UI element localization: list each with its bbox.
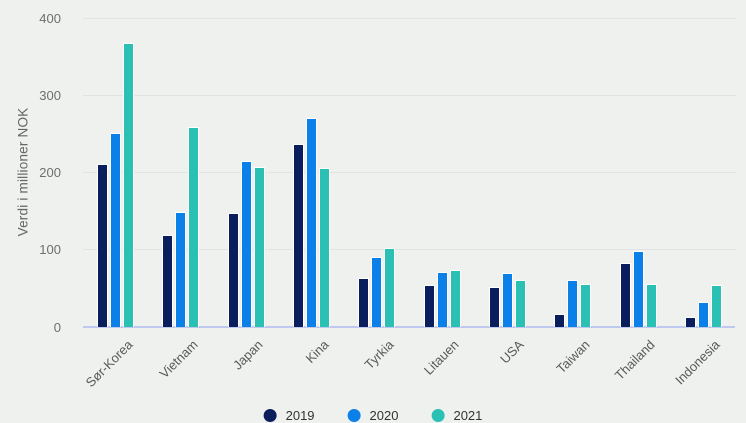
x-axis-line xyxy=(83,326,735,328)
y-axis-tick-label: 300 xyxy=(39,87,61,103)
x-axis-label: Vietnam xyxy=(156,337,201,382)
y-axis-tick-label: 0 xyxy=(53,319,61,335)
legend-label: 2020 xyxy=(369,408,399,423)
bar-2019-japan xyxy=(227,213,239,327)
bar-2021-indonesia xyxy=(710,285,722,327)
bar-2020-thailand xyxy=(632,251,644,327)
bar-2019-sør-korea xyxy=(97,163,109,327)
bar-group-kina xyxy=(279,118,344,327)
bar-group-japan xyxy=(214,160,279,327)
legend-swatch-icon xyxy=(431,409,445,422)
bar-group-indonesia xyxy=(671,285,736,327)
bar-2021-kina xyxy=(319,168,331,327)
bar-2020-taiwan xyxy=(567,279,579,327)
bar-2019-litauen xyxy=(423,285,435,327)
legend-label: 2021 xyxy=(453,408,483,423)
bar-2020-tyrkia xyxy=(371,257,383,327)
legend-item-2021: 2021 xyxy=(431,408,482,423)
bar-2020-sør-korea xyxy=(110,132,122,327)
y-axis-tick-label: 400 xyxy=(39,10,61,26)
bar-group-thailand xyxy=(605,251,670,327)
bar-2021-thailand xyxy=(645,283,657,327)
bar-2021-usa xyxy=(514,280,526,327)
chart-legend: 2019 2020 2021 xyxy=(263,408,482,423)
x-axis-label: Litauen xyxy=(420,337,462,378)
bar-2020-japan xyxy=(240,160,252,327)
x-axis-label: Kina xyxy=(302,337,332,367)
bar-2020-usa xyxy=(501,273,513,327)
bar-2021-tyrkia xyxy=(384,247,396,327)
x-axis-label: USA xyxy=(497,337,528,367)
x-axis-label: Taiwan xyxy=(553,337,593,377)
x-axis-label: Indonesia xyxy=(672,337,723,388)
bar-2019-tyrkia xyxy=(358,278,370,327)
x-axis-label: Tyrkia xyxy=(361,337,397,373)
bar-2019-taiwan xyxy=(554,314,566,327)
bar-2021-japan xyxy=(253,166,265,327)
legend-swatch-icon xyxy=(263,409,277,422)
bar-2021-sør-korea xyxy=(123,42,135,327)
bar-group-sør-korea xyxy=(83,42,148,327)
bar-2020-kina xyxy=(306,118,318,327)
bar-2019-vietnam xyxy=(162,234,174,327)
bar-group-tyrkia xyxy=(344,247,409,327)
gridline-200 xyxy=(83,172,736,173)
bar-2021-vietnam xyxy=(188,127,200,327)
legend-swatch-icon xyxy=(347,409,361,422)
bar-2021-litauen xyxy=(449,270,461,327)
bar-2020-indonesia xyxy=(697,302,709,327)
gridline-400 xyxy=(83,17,736,19)
bar-group-litauen xyxy=(410,270,475,327)
legend-item-2019: 2019 xyxy=(263,408,315,423)
bar-2019-usa xyxy=(488,286,500,327)
bar-2020-litauen xyxy=(436,271,448,327)
legend-label: 2019 xyxy=(285,408,315,423)
y-axis-tick-label: 100 xyxy=(39,242,61,258)
gridline-100 xyxy=(83,249,736,251)
x-axis-label: Thailand xyxy=(611,337,658,383)
bar-2019-thailand xyxy=(619,262,631,327)
legend-item-2020: 2020 xyxy=(347,408,399,423)
bar-group-taiwan xyxy=(540,279,605,327)
x-axis-label: Sør-Korea xyxy=(82,337,136,391)
bar-group-vietnam xyxy=(148,127,213,327)
bar-2019-indonesia xyxy=(684,316,696,327)
bar-2019-kina xyxy=(293,143,305,327)
gridline-300 xyxy=(83,94,736,96)
y-axis-tick-label: 200 xyxy=(39,165,61,180)
bar-2020-vietnam xyxy=(175,212,187,327)
bar-2021-taiwan xyxy=(580,283,592,327)
bar-group-usa xyxy=(475,273,540,327)
x-axis-label: Japan xyxy=(230,337,266,373)
